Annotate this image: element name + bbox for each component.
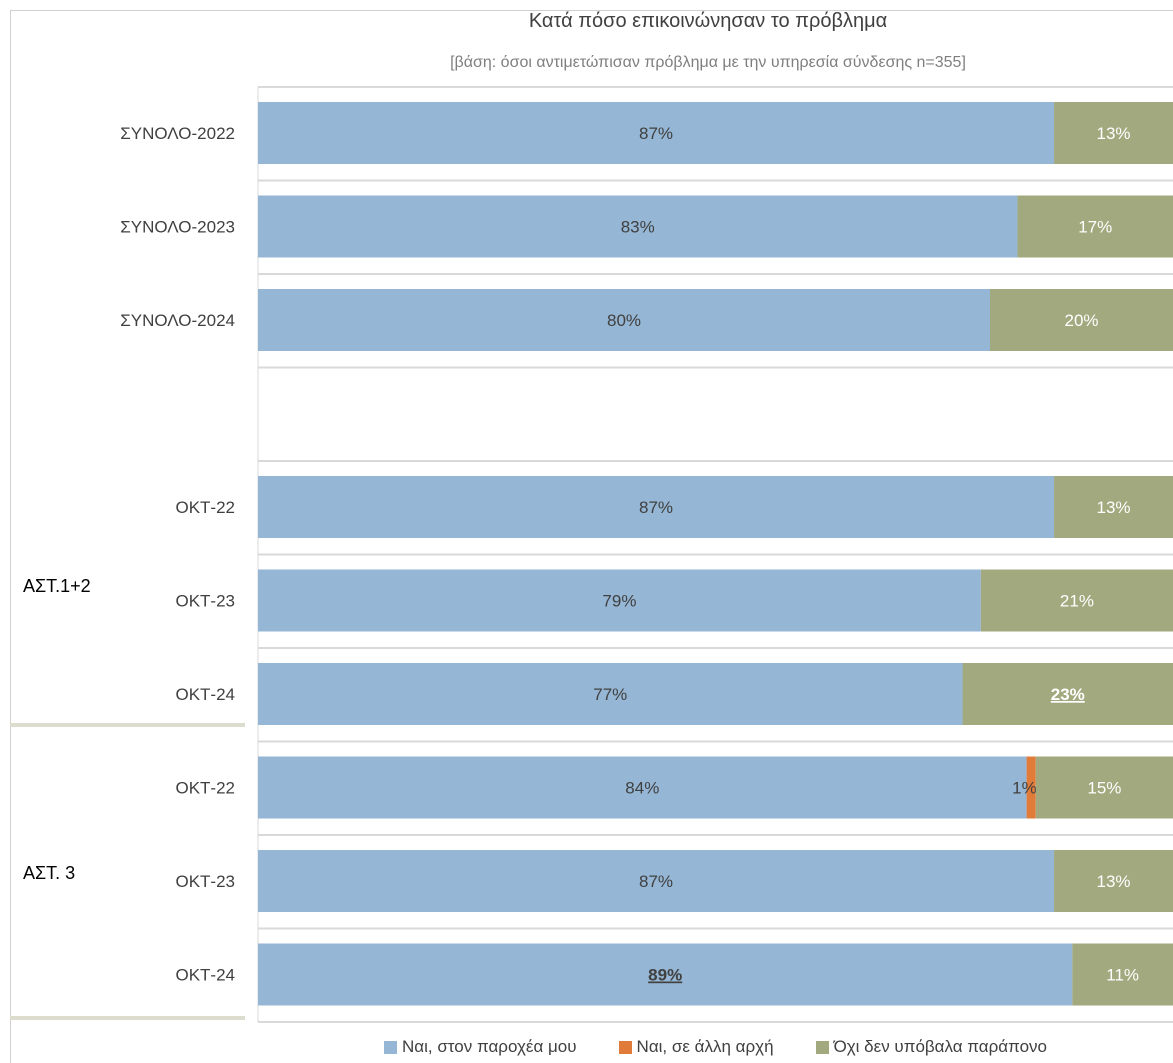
bar-segment	[258, 569, 981, 632]
category-label: ΟΚΤ-24	[175, 966, 235, 985]
data-label: 83%	[621, 218, 655, 237]
bar-segment	[990, 289, 1173, 351]
data-label: 79%	[602, 592, 636, 611]
group-label-ast3: ΑΣΤ. 3	[23, 863, 76, 883]
bar-segment	[258, 195, 1018, 258]
category-label: ΣΥΝΟΛΟ-2022	[120, 124, 235, 143]
category-label: ΣΥΝΟΛΟ-2023	[120, 218, 235, 237]
legend-swatch	[618, 1040, 632, 1054]
category-label: ΟΚΤ-22	[175, 779, 235, 798]
data-label: 89%	[648, 966, 682, 985]
data-label: 80%	[607, 311, 641, 330]
legend-item: Ναι, στον παροχέα μου	[383, 1037, 577, 1057]
bar-segment	[258, 102, 1055, 164]
chart-subtitle: [βάση: όσοι αντιμετώπισαν πρόβλημα με τη…	[450, 54, 966, 71]
data-label: 87%	[639, 872, 673, 891]
data-label: 1%	[1012, 779, 1037, 798]
bar-segment	[258, 756, 1027, 819]
bar-segment	[258, 289, 990, 351]
bar-segment	[258, 476, 1055, 538]
bar-segment	[962, 663, 1173, 725]
bar-segment	[1054, 102, 1173, 164]
data-label: 20%	[1064, 311, 1098, 330]
data-label: 17%	[1078, 218, 1112, 237]
group-label-ast12: ΑΣΤ.1+2	[23, 576, 91, 596]
data-label: 87%	[639, 124, 673, 143]
category-label: ΟΚΤ-22	[175, 498, 235, 517]
bar-segment	[258, 663, 963, 725]
data-label: 13%	[1097, 498, 1131, 517]
category-label: ΟΚΤ-23	[175, 592, 235, 611]
bar-segment	[1054, 476, 1173, 538]
bar-segment	[258, 943, 1073, 1006]
category-label: ΟΚΤ-23	[175, 872, 235, 891]
data-label: 23%	[1051, 685, 1085, 704]
legend-label: Όχι δεν υπόβαλα παράπονο	[833, 1037, 1048, 1056]
chart-frame	[10, 10, 1173, 1063]
legend-swatch	[815, 1040, 829, 1054]
category-label: ΣΥΝΟΛΟ-2024	[120, 311, 235, 330]
bar-segment	[1054, 850, 1173, 912]
bar-segment	[1035, 756, 1173, 819]
group-separator	[10, 723, 245, 727]
data-label: 11%	[1106, 966, 1139, 985]
bar-segment	[258, 850, 1055, 912]
chart-title: Κατά πόσο επικοινώνησαν το πρόβλημα	[528, 10, 888, 32]
group-separator	[10, 1016, 245, 1020]
bar-segment	[1072, 943, 1173, 1006]
bar-segment	[980, 569, 1173, 632]
data-label: 84%	[625, 779, 659, 798]
category-label: ΟΚΤ-24	[175, 685, 235, 704]
bar-segment	[1026, 756, 1036, 819]
legend-item: Όχι δεν υπόβαλα παράπονο	[815, 1037, 1048, 1057]
data-label: 13%	[1097, 124, 1131, 143]
data-label: 15%	[1087, 779, 1121, 798]
legend-item: Ναι, σε άλλη αρχή	[618, 1037, 774, 1057]
data-label: 13%	[1097, 872, 1131, 891]
bar-segment	[1017, 195, 1173, 258]
chart-legend: Ναι, στον παροχέα μου Ναι, σε άλλη αρχή …	[258, 1034, 1173, 1060]
legend-swatch	[383, 1040, 397, 1054]
data-label: 77%	[593, 685, 627, 704]
legend-label: Ναι, σε άλλη αρχή	[636, 1037, 774, 1056]
legend-label: Ναι, στον παροχέα μου	[401, 1037, 577, 1056]
data-label: 21%	[1060, 592, 1094, 611]
data-label: 87%	[639, 498, 673, 517]
